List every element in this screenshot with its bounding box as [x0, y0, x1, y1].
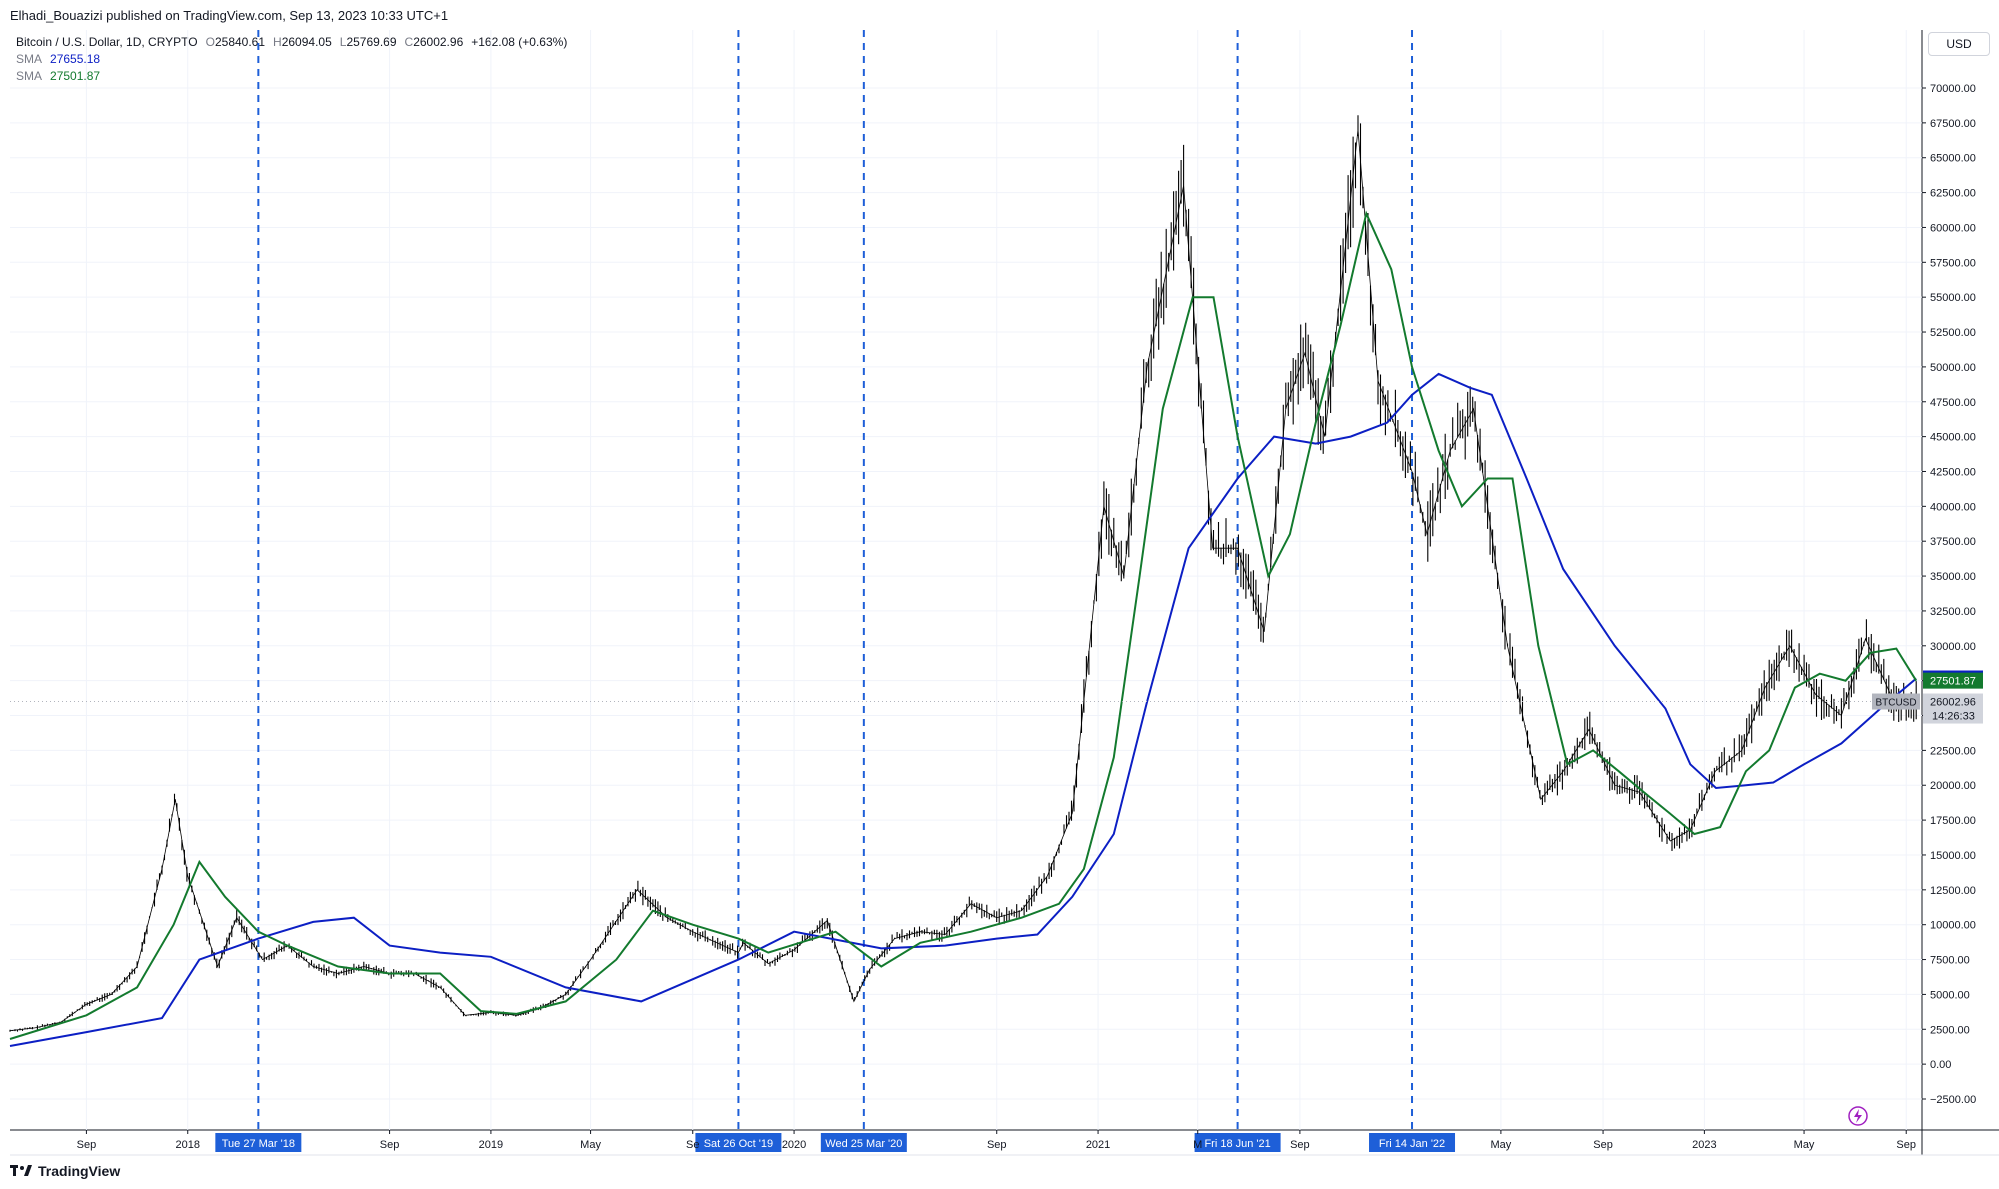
- y-tick-label: 12500.00: [1930, 885, 1976, 897]
- y-tick-label: 47500.00: [1930, 397, 1976, 409]
- date-marker-label: Tue 27 Mar '18: [222, 1138, 295, 1150]
- open-value: 25840.61: [214, 35, 266, 49]
- y-tick-label: 50000.00: [1930, 362, 1976, 374]
- vertical-markers: Tue 27 Mar '18 Sat 26 Oct '19 Wed 25 Mar '…: [215, 30, 1456, 1152]
- y-tick-label: 55000.00: [1930, 292, 1976, 304]
- y-tick-label: −2500.00: [1930, 1094, 1976, 1106]
- low-label: L: [339, 35, 347, 49]
- y-tick-label: 70000.00: [1930, 83, 1976, 95]
- x-tick-label: May: [1794, 1139, 1815, 1151]
- x-tick-label: M: [1193, 1139, 1202, 1151]
- x-tick-label: 2018: [176, 1139, 200, 1151]
- date-marker-badge: [215, 1133, 302, 1152]
- y-tick-label: 22500.00: [1930, 745, 1976, 757]
- x-tick-label: May: [1491, 1139, 1512, 1151]
- y-tick-label: 20000.00: [1930, 780, 1976, 792]
- y-tick-label: 5000.00: [1930, 989, 1970, 1001]
- grid: [10, 30, 1999, 1156]
- date-marker-badge: [1369, 1133, 1456, 1152]
- y-tick-label: 40000.00: [1930, 501, 1976, 513]
- date-marker-badge: [820, 1133, 907, 1152]
- y-tick-label: 30000.00: [1930, 641, 1976, 653]
- series-layer: [9, 115, 1922, 1047]
- countdown-text: 14:26:33: [1932, 711, 1975, 723]
- lightning-icon[interactable]: [1848, 1106, 1868, 1126]
- x-tick-label: Sep: [987, 1139, 1007, 1151]
- currency-button[interactable]: USD: [1928, 32, 1990, 56]
- tradingview-brand: TradingView: [38, 1163, 121, 1179]
- y-tick-label: 15000.00: [1930, 850, 1976, 862]
- footer[interactable]: TradingView: [10, 1163, 120, 1179]
- x-tick-label: 2021: [1086, 1139, 1110, 1151]
- open-label: O: [205, 35, 215, 49]
- chart-legend: Bitcoin / U.S. Dollar, 1D, CRYPTO O25840…: [16, 34, 567, 85]
- y-tick-label: 65000.00: [1930, 153, 1976, 165]
- time-axis: Sep 2018 Sep 2019 May Se 2020 Sep 2021 M Sep May Sep…: [77, 1130, 1916, 1151]
- y-tick-label: 67500.00: [1930, 118, 1976, 130]
- symbol-badge: [1872, 693, 1920, 710]
- y-tick-label: 45000.00: [1930, 432, 1976, 444]
- sma-slow-value: 27655.18: [50, 52, 101, 66]
- sma-fast-label: SMA: [16, 69, 43, 83]
- date-marker-label: Wed 25 Mar '20: [825, 1138, 902, 1150]
- y-tick-label: 0.00: [1930, 1059, 1951, 1071]
- date-marker-badge: [1194, 1133, 1281, 1152]
- sma-fast-line: [9, 210, 1918, 1040]
- date-marker-label: Fri 14 Jan '22: [1379, 1138, 1445, 1150]
- y-tick-label: 35000.00: [1930, 571, 1976, 583]
- low-value: 25769.69: [346, 35, 397, 49]
- sma-slow-row[interactable]: SMA 27655.18: [16, 51, 567, 68]
- y-tick-label: 17500.00: [1930, 815, 1976, 827]
- x-tick-label: Sep: [1896, 1139, 1916, 1151]
- price-bars: [9, 115, 1917, 1032]
- y-tick-label: 7500.00: [1930, 955, 1970, 967]
- x-tick-label: 2023: [1692, 1139, 1716, 1151]
- symbol-row: Bitcoin / U.S. Dollar, 1D, CRYPTO O25840…: [16, 34, 567, 51]
- high-value: 26094.05: [281, 35, 332, 49]
- sma-fast-badge: [1923, 672, 1983, 689]
- high-label: H: [273, 35, 282, 49]
- sma-slow-label: SMA: [16, 52, 43, 66]
- close-value: 26002.96: [413, 35, 464, 49]
- change-value: +162.08 (+0.63%): [471, 35, 568, 49]
- x-tick-label: Sep: [380, 1139, 400, 1151]
- symbol-title: Bitcoin / U.S. Dollar, 1D, CRYPTO: [16, 35, 198, 49]
- date-marker-label: Fri 18 Jun '21: [1204, 1138, 1270, 1150]
- y-tick-label: 37500.00: [1930, 536, 1976, 548]
- x-tick-label: 2020: [782, 1139, 806, 1151]
- price-axis: 70000.00 67500.00 65000.00 62500.00 60000.00…: [1922, 83, 1976, 1106]
- x-tick-label: May: [580, 1139, 601, 1151]
- y-tick-label: 32500.00: [1930, 606, 1976, 618]
- y-tick-label: 42500.00: [1930, 466, 1976, 478]
- sma-slow-line: [9, 372, 1917, 1047]
- y-tick-label: 10000.00: [1930, 920, 1976, 932]
- x-tick-label: Sep: [1290, 1139, 1310, 1151]
- x-tick-label: Sep: [77, 1139, 97, 1151]
- symbol-badge-text: BTCUSD: [1875, 698, 1916, 709]
- x-tick-label: Se: [686, 1139, 699, 1151]
- tradingview-logo-icon: [10, 1165, 32, 1176]
- y-tick-label: 60000.00: [1930, 222, 1976, 234]
- x-tick-label: 2019: [479, 1139, 503, 1151]
- x-tick-label: Sep: [1593, 1139, 1613, 1151]
- y-tick-label: 52500.00: [1930, 327, 1976, 339]
- date-marker-badge: [695, 1133, 782, 1152]
- sma-fast-row[interactable]: SMA 27501.87: [16, 68, 567, 85]
- sma-fast-value: 27501.87: [50, 69, 101, 83]
- date-marker-label: Sat 26 Oct '19: [704, 1138, 773, 1150]
- last-price-badge: [1923, 693, 1983, 724]
- publisher-line: Elhadi_Bouazizi published on TradingView…: [10, 8, 449, 23]
- y-tick-label: 57500.00: [1930, 257, 1976, 269]
- price-line: [9, 129, 1917, 1032]
- last-price-text: 26002.96: [1930, 697, 1976, 709]
- y-tick-label: 2500.00: [1930, 1024, 1970, 1036]
- close-label: C: [404, 35, 414, 49]
- sma-fast-text: 27501.87: [1930, 676, 1976, 688]
- y-tick-label: 62500.00: [1930, 188, 1976, 200]
